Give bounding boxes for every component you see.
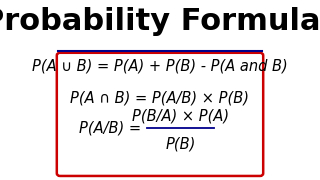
Text: P(A ∪ B) = P(A) + P(B) - P(A and B): P(A ∪ B) = P(A) + P(B) - P(A and B) (32, 59, 288, 74)
FancyBboxPatch shape (57, 53, 263, 176)
Text: P(A/B) =: P(A/B) = (79, 121, 145, 136)
Text: Probability Formulas: Probability Formulas (0, 7, 320, 36)
Text: P(A ∩ B) = P(A/B) × P(B): P(A ∩ B) = P(A/B) × P(B) (70, 90, 250, 105)
Text: P(B/A) × P(A): P(B/A) × P(A) (132, 108, 229, 123)
Text: P(B): P(B) (166, 137, 196, 152)
